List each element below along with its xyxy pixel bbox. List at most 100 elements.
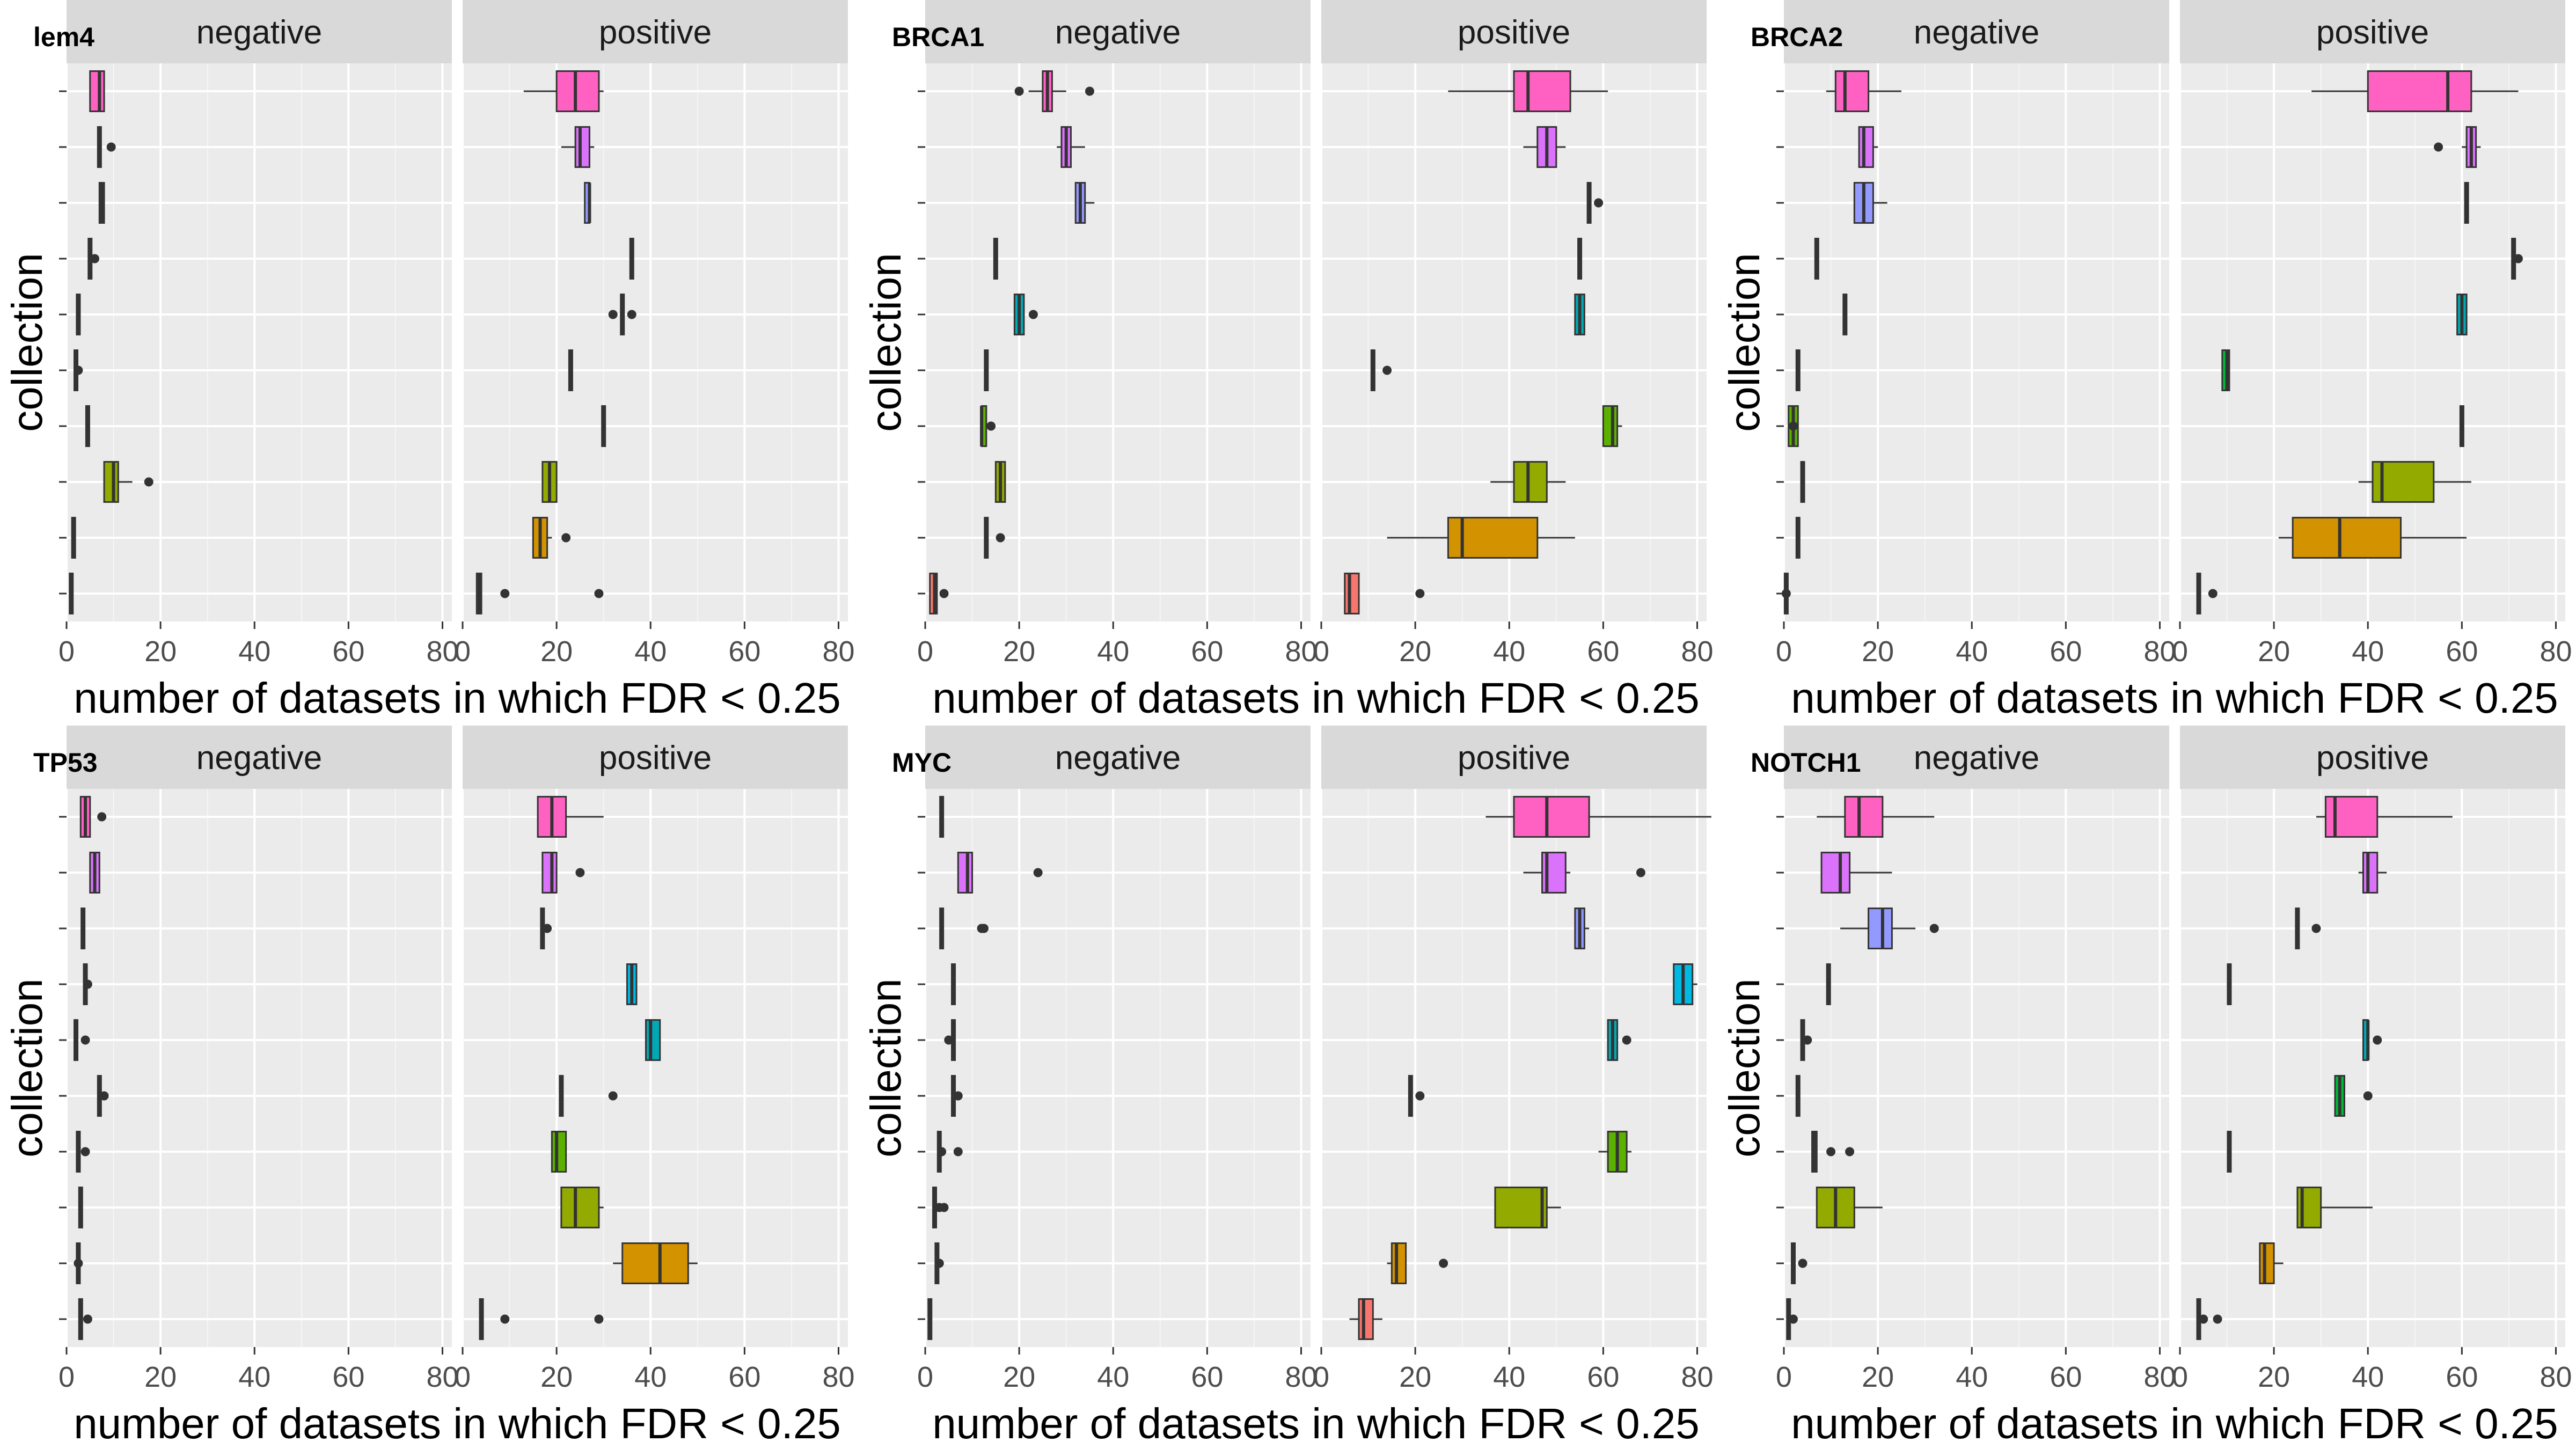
box-negative-6 (936, 1131, 963, 1173)
box-positive-1 (561, 126, 595, 168)
box-negative-0 (89, 70, 105, 112)
box-positive-1 (541, 852, 585, 894)
box-negative-5 (74, 349, 83, 391)
x-tick-label: 40 (1097, 635, 1129, 668)
box-negative-0 (1826, 70, 1901, 112)
outlier-point (1798, 1258, 1807, 1268)
box-negative-1 (89, 852, 100, 894)
outlier-point (1014, 86, 1024, 96)
facet-strip (925, 726, 1311, 789)
outlier-point (97, 812, 107, 822)
box-positive-6 (1598, 1131, 1631, 1173)
x-tick-label: 0 (2172, 1361, 2188, 1393)
box-positive-4 (1607, 1019, 1631, 1061)
box-positive-1 (2358, 852, 2387, 894)
box-body (551, 1131, 567, 1173)
x-tick-label: 40 (1097, 1361, 1129, 1393)
box-negative-5 (951, 1075, 963, 1117)
facet-label: negative (1055, 14, 1181, 51)
box-body (560, 1187, 600, 1228)
x-tick-label: 40 (2352, 635, 2384, 668)
facet-label: negative (1914, 740, 2039, 777)
box-positive-3 (629, 238, 634, 280)
outlier-point (953, 1147, 963, 1157)
outlier-point (1803, 1035, 1812, 1045)
box-positive-0 (523, 70, 604, 112)
outlier-point (144, 477, 153, 487)
box-body (1494, 1187, 1548, 1228)
box-positive-7 (541, 461, 558, 503)
outlier-point (1439, 1258, 1448, 1268)
box-positive-2 (1586, 182, 1604, 224)
box-body (1858, 126, 1874, 168)
x-tick-label: 60 (2050, 635, 2082, 668)
plot-background (925, 789, 1311, 1347)
box-negative-4 (1013, 294, 1038, 335)
gene-label: BRCA2 (1751, 22, 1843, 52)
x-tick-label: 0 (455, 635, 471, 668)
box-positive-7 (1494, 1187, 1561, 1228)
box-body (1820, 852, 1851, 894)
box-negative-4 (944, 1019, 956, 1061)
box-positive-8 (2259, 1242, 2284, 1284)
x-tick-label: 20 (1003, 1361, 1035, 1393)
gene-label: BRCA1 (892, 22, 984, 52)
box-body (621, 1242, 689, 1284)
x-tick-label: 80 (1285, 1361, 1317, 1393)
outlier-point (2363, 1091, 2373, 1101)
x-tick-label: 0 (1776, 635, 1792, 668)
box-positive-9 (1349, 1298, 1382, 1340)
box-positive-8 (2278, 517, 2467, 559)
x-tick-label: 0 (1776, 1361, 1792, 1393)
x-tick-label: 60 (332, 1361, 364, 1393)
facet-strip (1321, 726, 1707, 789)
outlier-point (2513, 254, 2523, 264)
box-negative-1 (97, 126, 116, 168)
panel-brca2: negative 0 20 40 60 80 number of datasets in w… (1721, 0, 2572, 722)
facet-label: positive (1458, 740, 1570, 777)
box-negative-2 (939, 908, 989, 949)
box-negative-2 (1074, 182, 1095, 224)
x-axis-title: number of datasets in which FDR < 0.25 (74, 1400, 841, 1447)
panel-notch1: negative 0 20 40 60 80 number of datasets in w… (1721, 726, 2572, 1447)
box-positive-4 (2362, 1019, 2382, 1061)
facet-label: positive (2316, 14, 2429, 51)
box-body (1513, 461, 1548, 503)
box-negative-2 (1840, 908, 1939, 949)
box-negative-1 (1820, 852, 1892, 894)
x-tick-label: 0 (917, 1361, 933, 1393)
panel-brca1: negative 0 20 40 60 80 number of datasets in w… (862, 0, 1714, 722)
box-positive-0 (2311, 70, 2519, 112)
plot-background (463, 63, 848, 621)
box-negative-3 (951, 963, 956, 1005)
box-negative-7 (1816, 1187, 1883, 1228)
facet-label: positive (2316, 740, 2429, 777)
x-tick-label: 0 (917, 635, 933, 668)
outlier-point (2213, 1314, 2222, 1324)
box-positive-0 (537, 796, 604, 838)
x-tick-label: 0 (58, 635, 75, 668)
box-body (1844, 796, 1884, 838)
outlier-point (939, 1203, 949, 1212)
box-positive-3 (626, 963, 638, 1005)
facet-strip (463, 726, 848, 789)
x-tick-label: 20 (2258, 635, 2290, 668)
outlier-point (1415, 1091, 1425, 1101)
box-negative-4 (74, 1019, 90, 1061)
box-body (1358, 1298, 1374, 1340)
box-negative-5 (984, 349, 989, 391)
box-negative-6 (85, 405, 90, 447)
gene-label: MYC (892, 748, 952, 778)
box-positive-2 (2464, 182, 2469, 224)
box-positive-4 (1574, 294, 1585, 335)
outlier-point (2373, 1035, 2382, 1045)
facet-label: positive (1458, 14, 1570, 51)
x-tick-label: 0 (1313, 635, 1329, 668)
box-negative-9 (1786, 1298, 1798, 1340)
gene-label: NOTCH1 (1751, 748, 1861, 778)
outlier-point (90, 254, 100, 264)
box-positive-2 (540, 908, 552, 949)
box-positive-0 (1485, 796, 1711, 838)
box-positive-0 (2316, 796, 2453, 838)
box-positive-6 (601, 405, 606, 447)
